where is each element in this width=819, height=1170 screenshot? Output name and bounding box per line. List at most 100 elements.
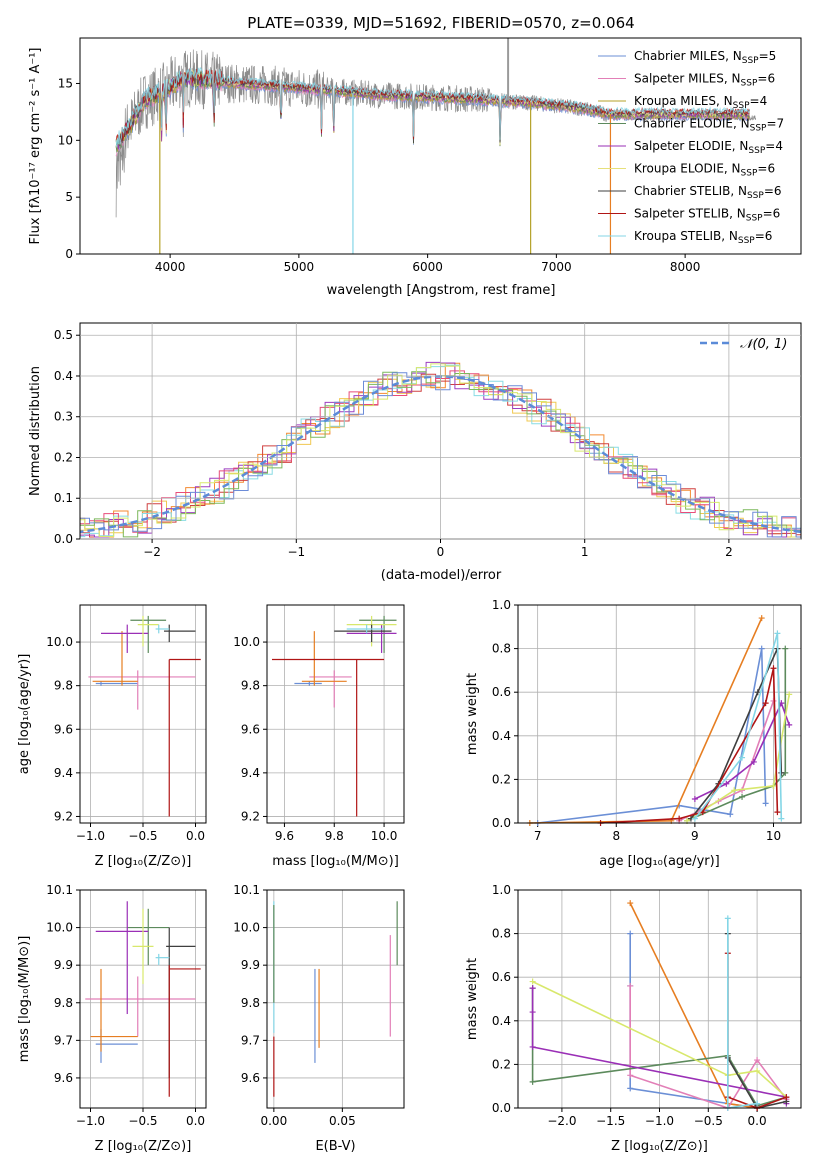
y-tick-label: 0.0 [492, 816, 511, 830]
y-tick-label: 10.0 [233, 635, 260, 649]
x-tick-label: −1.0 [76, 1114, 105, 1128]
y-tick-label: 9.2 [54, 809, 73, 823]
x-tick-label: 0 [437, 545, 445, 559]
residual-histogram [80, 364, 801, 538]
weight-point [758, 645, 765, 652]
weight-line [694, 633, 783, 820]
y-tick-label: 9.9 [54, 958, 73, 972]
z-weight-panel: −2.0 −1.5 −1.0 −0.5 0.0 0.0 0.2 0.4 0.6 0.8 1.0 Z [… [465, 883, 802, 1154]
weight-point [627, 1072, 634, 1079]
residual-legend: 𝒩(0, 1) [700, 337, 787, 352]
y-tick-label: 9.8 [241, 679, 260, 693]
age-weight-xlabel: age [log₁₀(age/yr)] [599, 854, 720, 869]
weight-point [774, 630, 781, 637]
y-tick-label: 5 [65, 190, 73, 204]
mass-age-panel: 9.6 9.8 10.0 9.2 9.4 9.6 9.8 10.0 mass [log₁₀(M/… [233, 604, 405, 869]
y-tick-label: 9.7 [241, 1033, 260, 1047]
y-tick-label: 9.4 [54, 766, 73, 780]
legend-label: Chabrier ELODIE, NSSP=7 [634, 117, 784, 134]
x-tick-label: −2.0 [547, 1114, 576, 1128]
weight-point [529, 1043, 536, 1050]
histograms [80, 361, 801, 538]
residual-xlabel: (data-model)/error [381, 568, 502, 583]
x-tick-label: 4000 [155, 260, 186, 274]
weight-point [770, 782, 777, 789]
y-tick-label: 0.2 [54, 450, 73, 464]
x-tick-label: −0.5 [128, 1114, 157, 1128]
z-weight-xlabel: Z [log₁₀(Z/Z⊙)] [611, 1139, 708, 1154]
z-weight-ylabel: mass weight [465, 958, 480, 1040]
y-tick-label: 0.3 [54, 410, 73, 424]
weight-point [778, 769, 785, 776]
weight-point [627, 930, 634, 937]
x-tick-label: −1.0 [76, 829, 105, 843]
weight-point [770, 665, 777, 672]
spectrum-panel: PLATE=0339, MJD=51692, FIBERID=0570, z=0… [28, 14, 802, 298]
axes-frame [79, 889, 207, 1109]
y-tick-label: 1.0 [492, 598, 511, 612]
y-tick-label: 9.9 [241, 958, 260, 972]
residual-histogram [80, 372, 801, 538]
axes-frame [266, 604, 405, 824]
y-tick-label: 10.1 [46, 883, 73, 897]
legend-label: Salpeter ELODIE, NSSP=4 [634, 139, 783, 156]
weight-point [676, 815, 683, 822]
x-tick-label: 9 [691, 829, 699, 843]
y-tick-label: 10.0 [233, 921, 260, 935]
x-tick-label: 0.05 [329, 1114, 356, 1128]
y-tick-label: 15 [58, 76, 73, 90]
z-mass-xlabel: Z [log₁₀(Z/Z⊙)] [95, 1139, 192, 1154]
z-age-ylabel: age [log₁₀(age/yr)] [17, 654, 32, 775]
residual-histogram [80, 363, 801, 538]
legend-label: Salpeter MILES, NSSP=6 [634, 72, 775, 89]
weight-point [627, 1085, 634, 1092]
x-tick-label: −1.0 [645, 1114, 674, 1128]
weight-point [529, 985, 536, 992]
weight-point [739, 793, 746, 800]
y-tick-label: 0.6 [492, 970, 511, 984]
spectrum-title: PLATE=0339, MJD=51692, FIBERID=0570, z=0… [247, 14, 634, 32]
axes-frame [266, 889, 405, 1109]
y-tick-label: 9.6 [54, 722, 73, 736]
weight-point [758, 615, 765, 622]
weight-point [778, 815, 785, 822]
y-tick-label: 9.4 [241, 766, 260, 780]
x-tick-label: 5000 [284, 260, 315, 274]
weight-point [627, 982, 634, 989]
axes-frame [517, 604, 802, 824]
spectrum-lines [115, 38, 757, 254]
x-tick-label: −1 [287, 545, 305, 559]
x-tick-label: −0.5 [128, 829, 157, 843]
axes-frame [79, 604, 207, 824]
spectrum-legend: Chabrier MILES, NSSP=5 Salpeter MILES, NS… [598, 49, 784, 246]
x-tick-label: 8 [612, 829, 620, 843]
y-tick-label: 9.6 [241, 1071, 260, 1085]
weight-point [762, 800, 769, 807]
weight-point [770, 697, 777, 704]
y-tick-label: 9.2 [241, 809, 260, 823]
y-tick-label: 0.2 [492, 772, 511, 786]
y-tick-label: 0.4 [492, 729, 511, 743]
z-mass-ylabel: mass [log₁₀(M/M⊙)] [17, 936, 32, 1063]
y-tick-label: 0.8 [492, 642, 511, 656]
weight-point [786, 691, 793, 698]
weight-point [774, 809, 781, 816]
y-tick-label: 9.6 [241, 722, 260, 736]
ebv-mass-panel: 0.00 0.05 9.6 9.7 9.8 9.9 10.0 10.1 E(B-V) [233, 883, 405, 1154]
legend-label: Kroupa MILES, NSSP=4 [634, 94, 767, 111]
y-tick-label: 0.0 [54, 532, 73, 546]
weight-point [762, 700, 769, 707]
weight-point [754, 689, 761, 696]
x-tick-label: 10.0 [371, 829, 398, 843]
residual-ylabel: Normed distribution [28, 366, 43, 496]
x-tick-label: 2 [725, 545, 733, 559]
y-tick-label: 0.0 [492, 1101, 511, 1115]
z-age-xlabel: Z [log₁₀(Z/Z⊙)] [95, 854, 192, 869]
x-tick-label: 0.00 [260, 1114, 287, 1128]
x-tick-label: 10 [766, 829, 781, 843]
x-tick-label: 6000 [412, 260, 443, 274]
x-tick-label: 0.0 [748, 1114, 767, 1128]
x-tick-label: 0.0 [186, 829, 205, 843]
weight-point [750, 758, 757, 765]
x-tick-label: −2 [143, 545, 161, 559]
